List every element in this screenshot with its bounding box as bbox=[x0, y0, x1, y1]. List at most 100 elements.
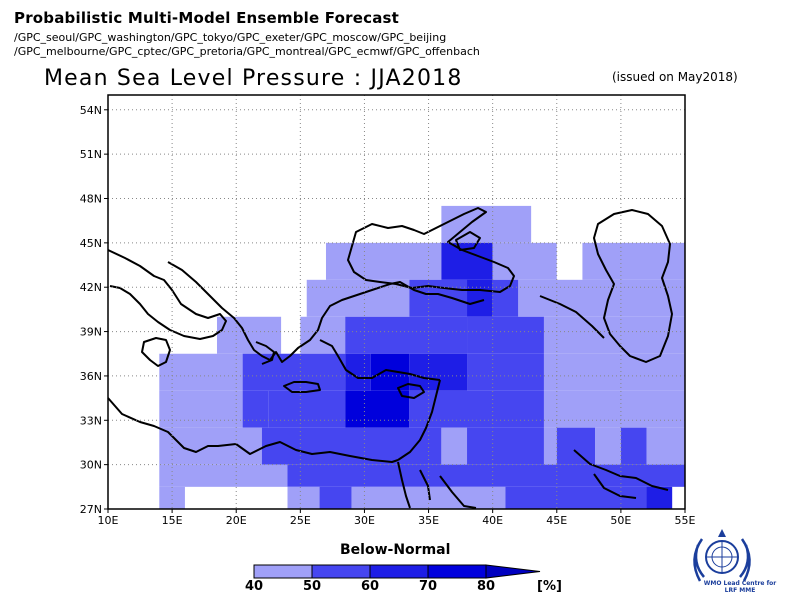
y-tick-label: 36N bbox=[80, 370, 102, 383]
colorbar-swatch bbox=[369, 564, 429, 579]
probability-cell bbox=[242, 353, 346, 391]
probability-cell bbox=[159, 464, 288, 487]
y-tick-label: 33N bbox=[80, 414, 102, 427]
probability-cell bbox=[467, 353, 544, 391]
colorbar-swatch bbox=[253, 564, 313, 579]
y-tick-label: 39N bbox=[80, 326, 102, 339]
probability-cells bbox=[159, 205, 685, 509]
logo-caption: WMO Lead Centre for LRF MME bbox=[700, 580, 780, 594]
x-tick-label: 40E bbox=[482, 514, 503, 527]
colorbar-swatch bbox=[311, 564, 371, 579]
logo-caption-line-2: LRF MME bbox=[724, 587, 756, 594]
probability-cell bbox=[300, 316, 346, 354]
colorbar-tick: 80 bbox=[476, 579, 496, 594]
probability-cell bbox=[159, 486, 185, 509]
probability-cell bbox=[467, 427, 544, 465]
y-tick-label: 54N bbox=[80, 104, 102, 117]
y-tick-label: 48N bbox=[80, 193, 102, 206]
probability-cell bbox=[216, 316, 282, 354]
probability-cell bbox=[325, 242, 442, 280]
probability-cell bbox=[242, 390, 269, 428]
probability-cell bbox=[543, 390, 685, 428]
probability-cell bbox=[287, 486, 320, 509]
coastline-levant bbox=[397, 379, 441, 461]
header-title: Probabilistic Multi-Model Ensemble Forec… bbox=[14, 9, 400, 27]
gridlines bbox=[108, 95, 685, 509]
latitude-axis: 27N 30N 33N 36N 39N 42N 45N 48N 51N 54N bbox=[80, 104, 108, 516]
probability-cell bbox=[441, 427, 468, 465]
coastline-caspian-sea bbox=[593, 209, 673, 363]
header-centres-line-2: /GPC_melbourne/GPC_cptec/GPC_pretoria/GP… bbox=[14, 45, 480, 58]
probability-cell bbox=[351, 486, 506, 509]
x-tick-label: 10E bbox=[98, 514, 119, 527]
map-frame bbox=[107, 94, 686, 510]
longitude-axis: 10E 15E 20E 25E 30E 35E 40E 45E 50E 55E bbox=[98, 509, 696, 527]
probability-cell bbox=[543, 353, 685, 391]
coastline-persian-gulf bbox=[573, 449, 669, 499]
probability-cell bbox=[492, 242, 557, 280]
coastlines bbox=[107, 207, 673, 509]
probability-cell bbox=[409, 390, 544, 428]
colorbar bbox=[253, 564, 541, 579]
probability-cell bbox=[345, 390, 410, 428]
probability-cell bbox=[556, 427, 596, 465]
x-tick-label: 15E bbox=[162, 514, 183, 527]
x-tick-label: 20E bbox=[226, 514, 247, 527]
probability-cell bbox=[287, 464, 685, 487]
probability-cell bbox=[159, 390, 243, 428]
colorbar-tick: 60 bbox=[360, 579, 380, 594]
probability-cell bbox=[345, 316, 468, 354]
y-tick-label: 30N bbox=[80, 459, 102, 472]
coastline-black-sea bbox=[347, 207, 515, 293]
probability-cell bbox=[467, 279, 493, 317]
colorbar-unit: [%] bbox=[537, 579, 562, 594]
colorbar-tick: 50 bbox=[302, 579, 322, 594]
map-title: Mean Sea Level Pressure : JJA2018 bbox=[44, 66, 463, 91]
y-tick-label: 45N bbox=[80, 237, 102, 250]
x-tick-label: 50E bbox=[610, 514, 631, 527]
x-tick-label: 25E bbox=[290, 514, 311, 527]
coastline-turkey-south bbox=[319, 339, 441, 381]
x-tick-label: 45E bbox=[546, 514, 567, 527]
probability-cell bbox=[505, 486, 647, 509]
logo-caption-line-1: WMO Lead Centre for bbox=[703, 580, 777, 587]
probability-cell bbox=[492, 279, 519, 317]
coastline-crete bbox=[283, 381, 321, 393]
probability-cell bbox=[543, 316, 685, 354]
coastline-adriatic-balkans bbox=[167, 261, 485, 363]
probability-cell bbox=[306, 279, 410, 317]
probability-cell bbox=[159, 353, 243, 391]
y-tick-label: 51N bbox=[80, 148, 102, 161]
probability-cell bbox=[467, 316, 544, 354]
issued-date: (issued on May2018) bbox=[612, 70, 738, 84]
probability-cell bbox=[319, 486, 352, 509]
colorbar-arrow bbox=[485, 564, 541, 579]
x-tick-label: 55E bbox=[675, 514, 696, 527]
coastline-aegean bbox=[255, 341, 275, 365]
probability-cell bbox=[268, 390, 346, 428]
probability-cell bbox=[646, 486, 673, 509]
probability-cell bbox=[543, 427, 557, 465]
y-tick-label: 27N bbox=[80, 503, 102, 516]
probability-cell bbox=[620, 427, 647, 465]
coastline-sicily bbox=[141, 337, 171, 367]
x-tick-label: 35E bbox=[418, 514, 439, 527]
coastline-border-east bbox=[539, 295, 605, 339]
probability-cell bbox=[409, 279, 468, 317]
colorbar-tick: 40 bbox=[244, 579, 264, 594]
coastline-africa-north bbox=[107, 397, 399, 463]
coastline-cyprus bbox=[397, 383, 425, 399]
colorbar-swatch bbox=[427, 564, 487, 579]
header-centres-line-1: /GPC_seoul/GPC_washington/GPC_tokyo/GPC_… bbox=[14, 31, 447, 44]
coastline-italy bbox=[107, 249, 227, 340]
probability-cell bbox=[646, 427, 685, 465]
colorbar-title: Below-Normal bbox=[340, 542, 451, 558]
colorbar-tick: 70 bbox=[418, 579, 438, 594]
coastline-red-sea bbox=[397, 461, 477, 509]
wmo-logo bbox=[693, 529, 751, 582]
probability-cell bbox=[595, 427, 621, 465]
x-tick-label: 30E bbox=[354, 514, 375, 527]
probability-cell bbox=[261, 427, 442, 465]
y-tick-label: 42N bbox=[80, 281, 102, 294]
